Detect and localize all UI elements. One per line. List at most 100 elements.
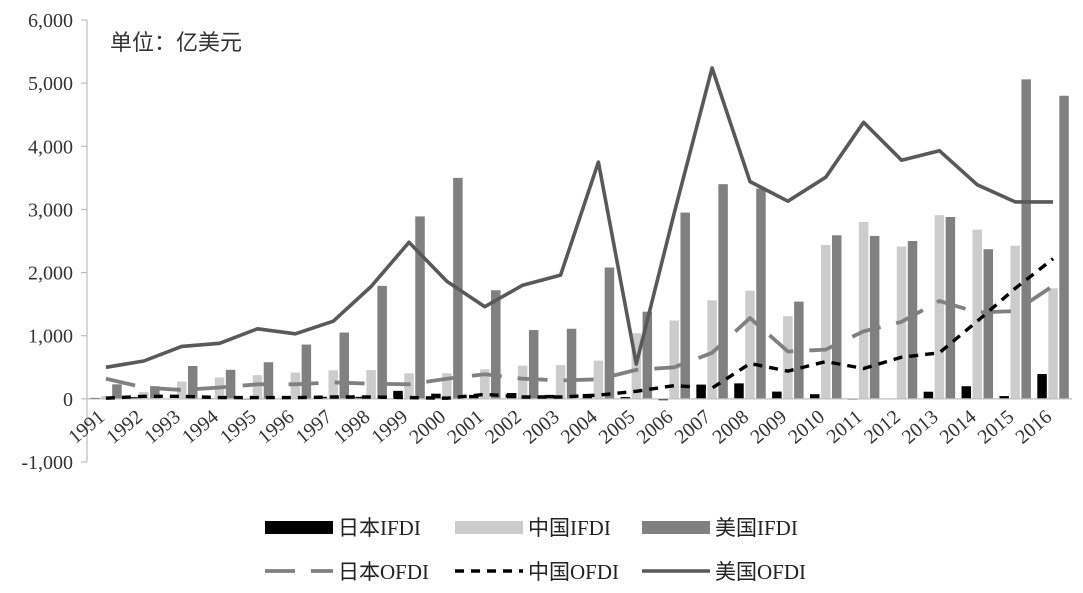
x-tick-label: 2005 [595, 406, 640, 449]
bar [983, 249, 994, 399]
bar [366, 370, 376, 399]
bar [923, 391, 934, 399]
x-tick-label: 2013 [898, 406, 943, 449]
bar [1021, 79, 1031, 399]
bar [794, 301, 804, 399]
legend-label: 美国IFDI [715, 516, 798, 540]
x-tick-label: 1999 [367, 406, 412, 449]
series-line [105, 284, 1055, 392]
bar [339, 332, 349, 399]
bar [593, 360, 604, 399]
bar [696, 384, 706, 399]
bar [544, 394, 555, 399]
x-tick-label: 2009 [746, 406, 791, 449]
bar [1059, 95, 1069, 399]
x-tick-label: 1992 [102, 406, 147, 449]
bar [707, 300, 717, 399]
legend-swatch [265, 521, 333, 534]
bar [1037, 374, 1047, 399]
series-line [105, 66, 1054, 370]
bar [415, 216, 425, 399]
unit-label: 单位：亿美元 [110, 31, 242, 56]
bar [756, 188, 766, 399]
bar [961, 386, 972, 399]
x-tick-label: 2000 [405, 406, 450, 449]
x-tick-label: 1994 [178, 406, 223, 449]
y-tick-label: 2,000 [28, 263, 73, 285]
bar [1048, 288, 1058, 399]
bar [377, 285, 387, 399]
x-tick-label: 1996 [254, 406, 299, 449]
x-tick-label: 2012 [860, 406, 905, 449]
bar [1010, 245, 1020, 399]
x-tick-label: 2016 [1011, 406, 1056, 449]
bar [393, 390, 403, 399]
x-tick-label: 2004 [557, 406, 602, 449]
bar [999, 396, 1009, 399]
bar [620, 397, 631, 399]
bar [642, 311, 653, 399]
bar [669, 320, 679, 399]
bar [869, 235, 880, 399]
x-tick-label: 2002 [481, 406, 526, 449]
x-tick-label: 2003 [519, 406, 564, 449]
bar [810, 394, 820, 399]
y-tick-label: 4,000 [28, 136, 73, 158]
bar [252, 375, 263, 399]
bar [517, 365, 528, 399]
bar [907, 241, 918, 399]
bar [858, 221, 869, 399]
bar [150, 386, 160, 399]
bar [772, 391, 782, 399]
x-tick-label: 2015 [974, 406, 1019, 449]
legend-label: 中国OFDI [528, 560, 619, 584]
x-tick-label: 2007 [671, 406, 716, 449]
bar [528, 330, 539, 399]
x-tick-label: 1998 [330, 406, 375, 449]
bar [301, 344, 312, 399]
bar [112, 384, 122, 399]
legend-label: 中国IFDI [528, 516, 611, 540]
y-tick-label: 6,000 [28, 10, 73, 32]
legend: 日本IFDI 中国IFDI 美国IFDI 日本OFDI 中国OFDI 美国OFDI [265, 516, 806, 584]
bar [555, 365, 566, 399]
x-tick-label: 2014 [936, 406, 981, 449]
lines-layer [105, 66, 1055, 400]
bar [745, 290, 755, 399]
x-tick-label: 1993 [140, 406, 185, 449]
bar [658, 398, 668, 401]
y-tick-label: -1,000 [21, 452, 73, 474]
bar [945, 217, 956, 399]
bar [187, 366, 198, 399]
legend-label: 美国OFDI [715, 560, 806, 584]
bar [263, 362, 274, 399]
legend-label: 日本IFDI [338, 516, 421, 540]
y-tick-label: 5,000 [28, 73, 73, 95]
bar [566, 328, 577, 399]
bar [328, 370, 338, 399]
bar [480, 369, 490, 399]
x-tick-label: 2008 [708, 406, 753, 449]
bar [934, 215, 945, 399]
legend-swatch [642, 521, 710, 534]
legend-label: 日本OFDI [338, 560, 429, 584]
bar [680, 212, 690, 399]
x-tick-label: 2001 [443, 406, 488, 449]
bar [431, 393, 441, 399]
bar [821, 244, 831, 399]
bar [972, 229, 983, 399]
y-tick-label: 1,000 [28, 326, 73, 348]
bar [604, 267, 615, 399]
bar [491, 290, 501, 399]
bar [783, 316, 793, 399]
x-tick-label: 2006 [633, 406, 678, 449]
bar [718, 184, 728, 399]
bar [734, 383, 744, 399]
x-tick-label: 1995 [216, 406, 261, 449]
bar [225, 369, 236, 399]
bar [442, 373, 452, 399]
bars-layer [90, 79, 1069, 401]
legend-swatch [455, 521, 523, 534]
x-tick-label: 1997 [292, 406, 337, 449]
